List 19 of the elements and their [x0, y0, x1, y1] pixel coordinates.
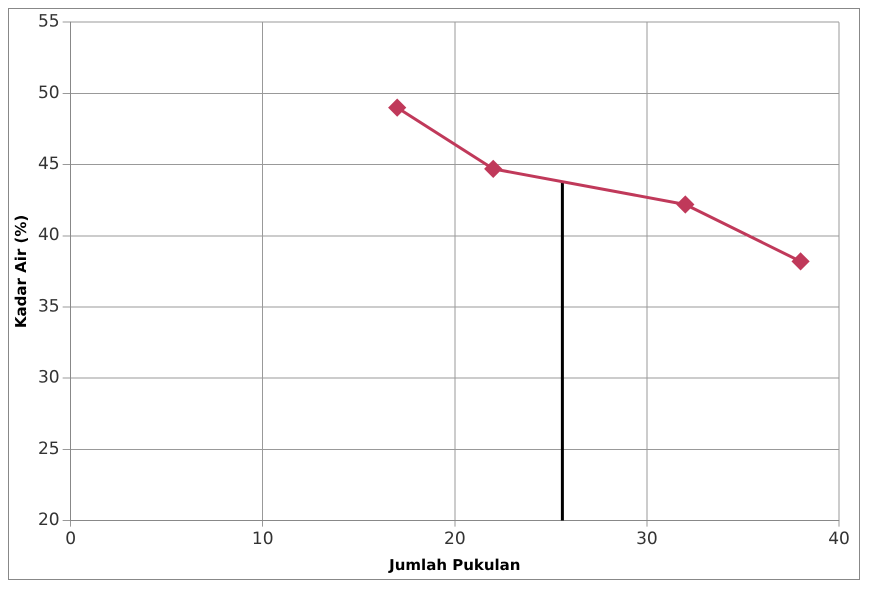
y-tick-label: 30 [38, 368, 60, 388]
point [484, 160, 502, 178]
y-tick-label: 45 [38, 154, 60, 174]
point [676, 196, 694, 213]
y-tick-label: 20 [38, 510, 60, 530]
y-axis-title: Kadar Air (%) [12, 214, 30, 328]
x-tick-label: 20 [444, 529, 466, 550]
y-tick-label: 35 [38, 296, 60, 316]
point [792, 252, 810, 270]
y-tick-label: 55 [38, 12, 60, 32]
y-tick-label: 40 [38, 225, 60, 246]
x-tick-label: 40 [828, 529, 850, 550]
point [388, 99, 406, 116]
x-tick-label: 10 [252, 529, 274, 550]
x-axis-title: Jumlah Pukulan [388, 556, 520, 574]
y-tick-label: 50 [38, 82, 60, 103]
x-tick-label: 0 [65, 529, 76, 550]
x-tick-label: 30 [636, 529, 658, 550]
y-tick-label: 25 [38, 438, 60, 459]
